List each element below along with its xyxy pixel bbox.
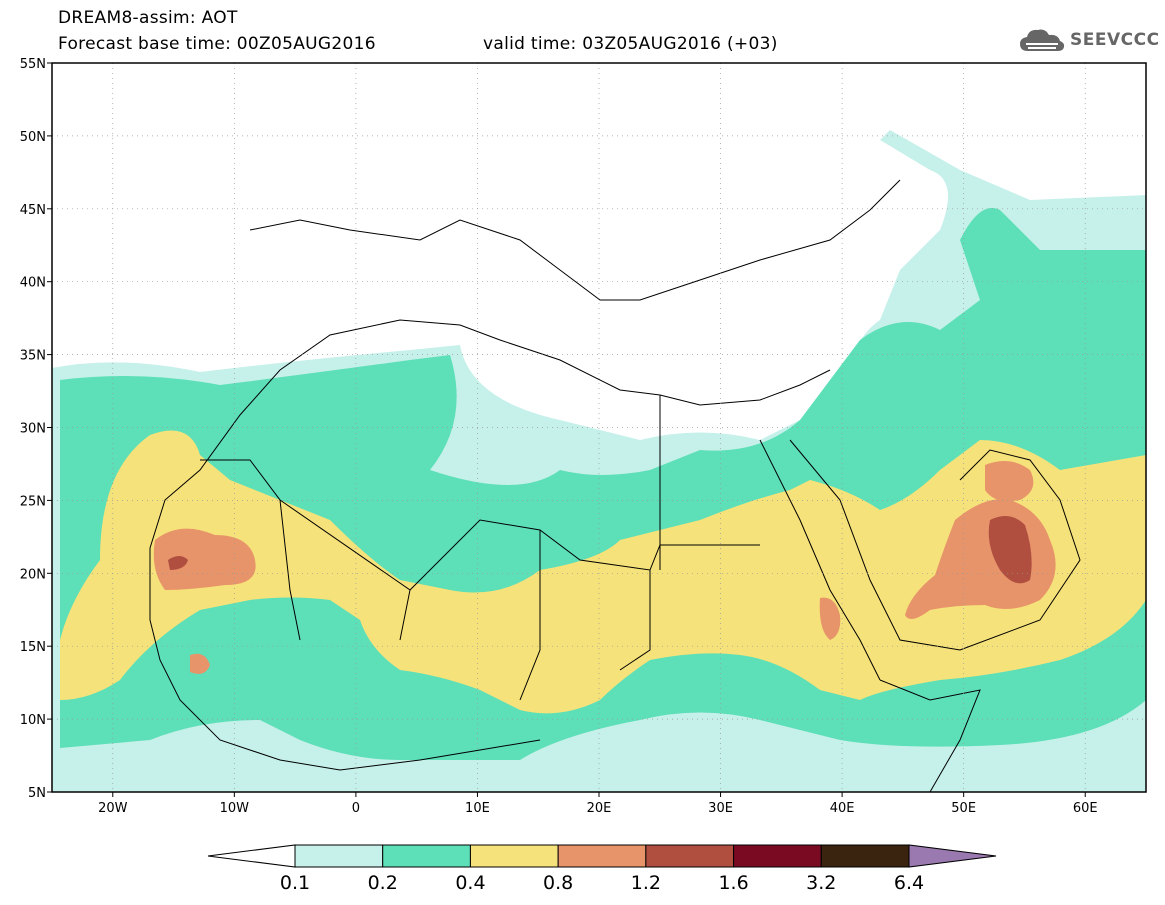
colorbar-swatch	[469, 844, 559, 868]
lat-tick-label: 15N	[20, 640, 46, 655]
aot-band-1.2	[988, 516, 1032, 584]
coastlines	[149, 179, 1081, 792]
colorbar-swatch	[294, 844, 384, 868]
colorbar-label: 1.2	[630, 872, 661, 894]
lon-tick-label: 40E	[830, 801, 855, 816]
colorbar-label: 0.8	[543, 872, 574, 894]
colorbar-label: 6.4	[893, 872, 925, 894]
aot-band-0.8	[819, 597, 841, 640]
coastline-horn	[879, 679, 981, 792]
aot-band-0.4	[60, 430, 1146, 714]
colorbar-swatch	[645, 844, 735, 868]
coastline-arabia	[789, 439, 1081, 651]
lon-tick-label: 0	[352, 801, 360, 816]
coastline-europe	[249, 179, 901, 301]
border	[200, 395, 760, 701]
lon-tick-label: 50E	[951, 801, 976, 816]
colorbar	[207, 844, 997, 868]
logo-text: SEEVCCC	[1070, 30, 1160, 50]
aot-band-1.2	[168, 556, 188, 570]
colorbar-under-triangle	[207, 844, 296, 868]
colorbar-label: 1.6	[718, 872, 749, 894]
colorbar-label: 0.2	[367, 872, 398, 894]
lon-axis: 20W 10W 0 10E 20E 30E 40E 50E 60E	[98, 792, 1098, 816]
lon-tick-label: 20W	[98, 801, 128, 816]
lat-tick-label: 40N	[20, 276, 46, 291]
lat-tick-label: 45N	[20, 203, 46, 218]
lat-tick-label: 55N	[20, 57, 46, 72]
colorbar-swatch	[557, 844, 647, 868]
coastline-north-africa	[149, 319, 831, 549]
colorbar-swatch	[820, 844, 910, 868]
lat-tick-label: 10N	[20, 713, 46, 728]
colorbar-swatch	[382, 844, 471, 868]
lon-tick-label: 20E	[587, 801, 612, 816]
lat-tick-label: 25N	[20, 494, 46, 509]
lon-tick-label: 10W	[220, 801, 250, 816]
chart-title: DREAM8-assim: AOT	[58, 8, 238, 28]
aot-band-0.8	[985, 461, 1034, 502]
lon-tick-label: 60E	[1073, 801, 1098, 816]
lat-tick-label: 5N	[28, 786, 46, 801]
colorbar-label: 0.4	[455, 872, 486, 894]
aot-band-0.8	[153, 528, 256, 590]
colorbar-label: 3.2	[806, 872, 837, 894]
aot-band-0.8	[190, 653, 210, 674]
lat-axis: 55N 50N 45N 40N 35N 30N 25N 20N 15N 10N 5N	[20, 57, 52, 801]
lat-tick-label: 20N	[20, 567, 46, 582]
colorbar-swatch	[733, 844, 822, 868]
lat-tick-label: 30N	[20, 422, 46, 437]
lat-tick-label: 50N	[20, 130, 46, 145]
valid-time: valid time: 03Z05AUG2016 (+03)	[483, 34, 778, 54]
cloud-icon	[1020, 29, 1065, 51]
colorbar-label: 0.1	[279, 872, 311, 894]
forecast-base-time: Forecast base time: 00Z05AUG2016	[58, 34, 376, 54]
lon-tick-label: 30E	[708, 801, 733, 816]
aot-contours	[52, 130, 1146, 792]
coastline-red-sea	[759, 439, 881, 681]
lat-tick-label: 35N	[20, 349, 46, 364]
seevccc-logo: SEEVCCC	[1018, 26, 1160, 54]
coastline-west-africa	[149, 548, 541, 771]
lon-tick-label: 10E	[465, 801, 490, 816]
colorbar-over-triangle	[908, 844, 997, 868]
